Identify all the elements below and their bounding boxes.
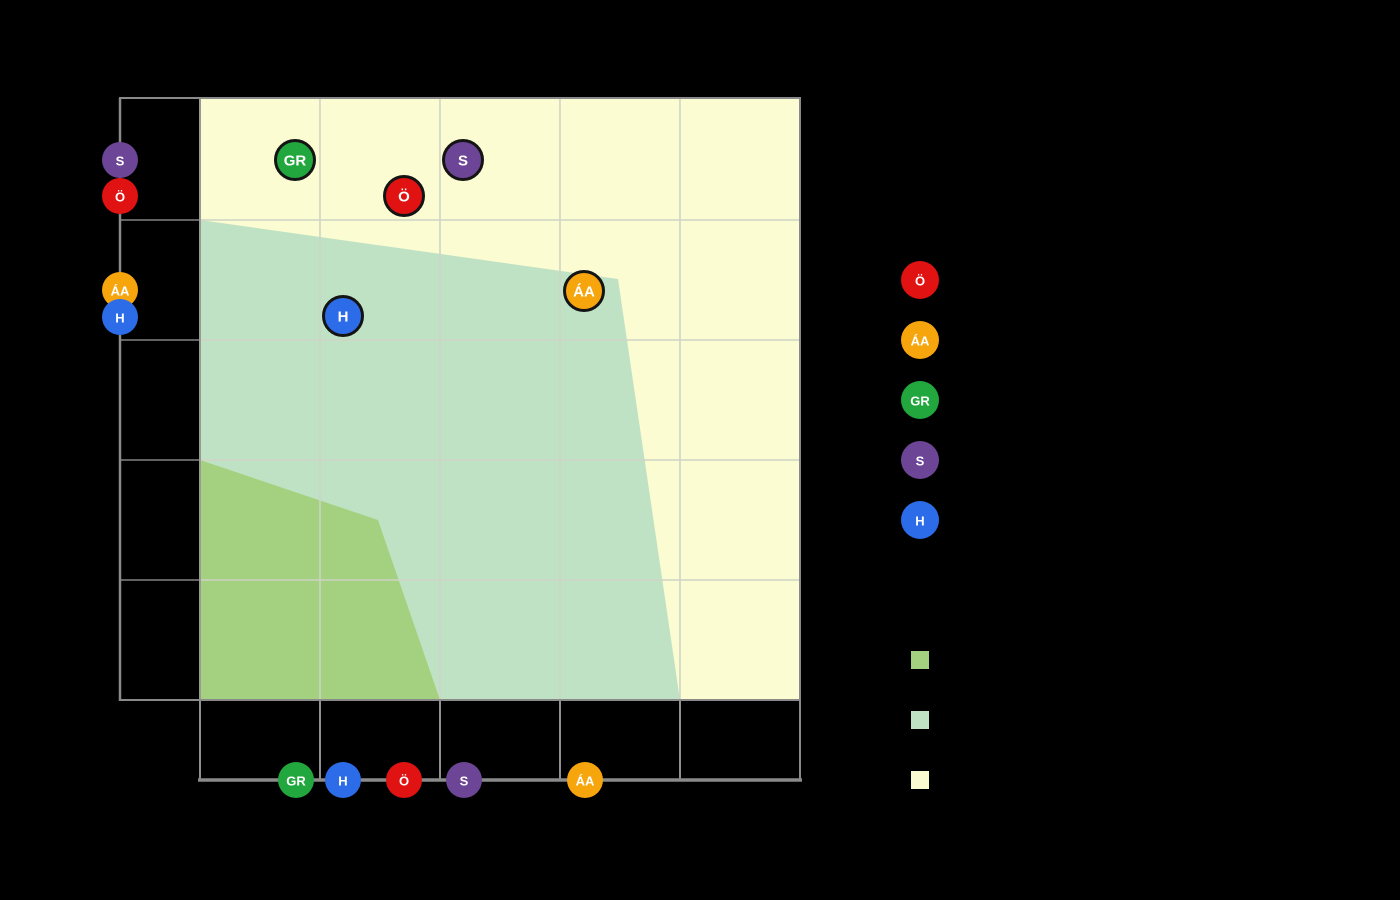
x-axis-marker-H-circle	[325, 762, 361, 798]
legend-party-GR-label: GR	[910, 394, 930, 409]
y-axis-marker-Ö-label: Ö	[115, 190, 125, 205]
x-axis-marker-GR-label: GR	[286, 774, 306, 789]
y-axis-marker-H: H	[102, 299, 138, 335]
x-axis-marker-S-label: S	[460, 774, 469, 789]
x-axis-marker-ÁA-label: ÁA	[576, 774, 595, 789]
legend-region-swatch-1[interactable]	[911, 711, 929, 729]
y-axis-marker-S-circle	[102, 142, 138, 178]
scatter-point-Ö[interactable]: Ö	[383, 175, 425, 217]
scatter-point-ÁA-label: ÁA	[573, 284, 595, 301]
scatter-point-S[interactable]: S	[442, 139, 484, 181]
y-axis-marker-Ö-circle	[102, 178, 138, 214]
legend-party-GR[interactable]: GR	[901, 381, 939, 419]
x-axis-marker-ÁA-circle	[567, 762, 603, 798]
scatter-point-ÁA-circle[interactable]	[563, 270, 605, 312]
scatter-point-Ö-circle[interactable]	[383, 175, 425, 217]
legend-region-swatch-0[interactable]	[911, 651, 929, 669]
x-axis-marker-ÁA: ÁA	[567, 762, 603, 798]
legend-party-Ö-circle[interactable]	[901, 261, 939, 299]
y-axis-marker-ÁA: ÁA	[102, 272, 138, 308]
y-axis-marker-H-circle	[102, 299, 138, 335]
legend-party-Ö-label: Ö	[915, 274, 925, 289]
x-axis-marker-H-label: H	[338, 774, 347, 789]
legend-party-Ö[interactable]: Ö	[901, 261, 939, 299]
x-axis-marker-Ö-circle	[386, 762, 422, 798]
x-axis-marker-H: H	[325, 762, 361, 798]
legend-party-H[interactable]: H	[901, 501, 939, 539]
scatter-point-ÁA[interactable]: ÁA	[563, 270, 605, 312]
y-axis-marker-S: S	[102, 142, 138, 178]
legend-party-H-circle[interactable]	[901, 501, 939, 539]
x-axis-marker-S-circle	[446, 762, 482, 798]
x-axis-marker-Ö: Ö	[386, 762, 422, 798]
x-axis-marker-GR: GR	[278, 762, 314, 798]
legend-party-S[interactable]: S	[901, 441, 939, 479]
y-axis-marker-S-label: S	[116, 154, 125, 169]
x-axis-marker-S: S	[446, 762, 482, 798]
scatter-point-GR[interactable]: GR	[274, 139, 316, 181]
scatter-point-GR-label: GR	[284, 153, 307, 170]
legend-party-ÁA-label: ÁA	[911, 334, 930, 349]
legend-party-H-label: H	[915, 514, 924, 529]
legend-party-ÁA[interactable]: ÁA	[901, 321, 939, 359]
y-axis-marker-ÁA-circle	[102, 272, 138, 308]
y-axis-marker-H-label: H	[115, 311, 124, 326]
legend-party-S-label: S	[916, 454, 925, 469]
x-axis-marker-GR-circle	[278, 762, 314, 798]
legend-region-swatch-2[interactable]	[911, 771, 929, 789]
scatter-point-H-circle[interactable]	[322, 295, 364, 337]
legend-party-ÁA-circle[interactable]	[901, 321, 939, 359]
scatter-point-S-label: S	[458, 153, 468, 170]
legend-party-GR-circle[interactable]	[901, 381, 939, 419]
scatter-point-Ö-label: Ö	[398, 189, 410, 206]
scatter-point-S-circle[interactable]	[442, 139, 484, 181]
scatter-point-H[interactable]: H	[322, 295, 364, 337]
scatter-point-H-label: H	[338, 309, 349, 326]
y-axis-marker-Ö: Ö	[102, 178, 138, 214]
scatter-point-GR-circle[interactable]	[274, 139, 316, 181]
y-axis-marker-ÁA-label: ÁA	[111, 284, 130, 299]
legend-party-S-circle[interactable]	[901, 441, 939, 479]
x-axis-marker-Ö-label: Ö	[399, 774, 409, 789]
